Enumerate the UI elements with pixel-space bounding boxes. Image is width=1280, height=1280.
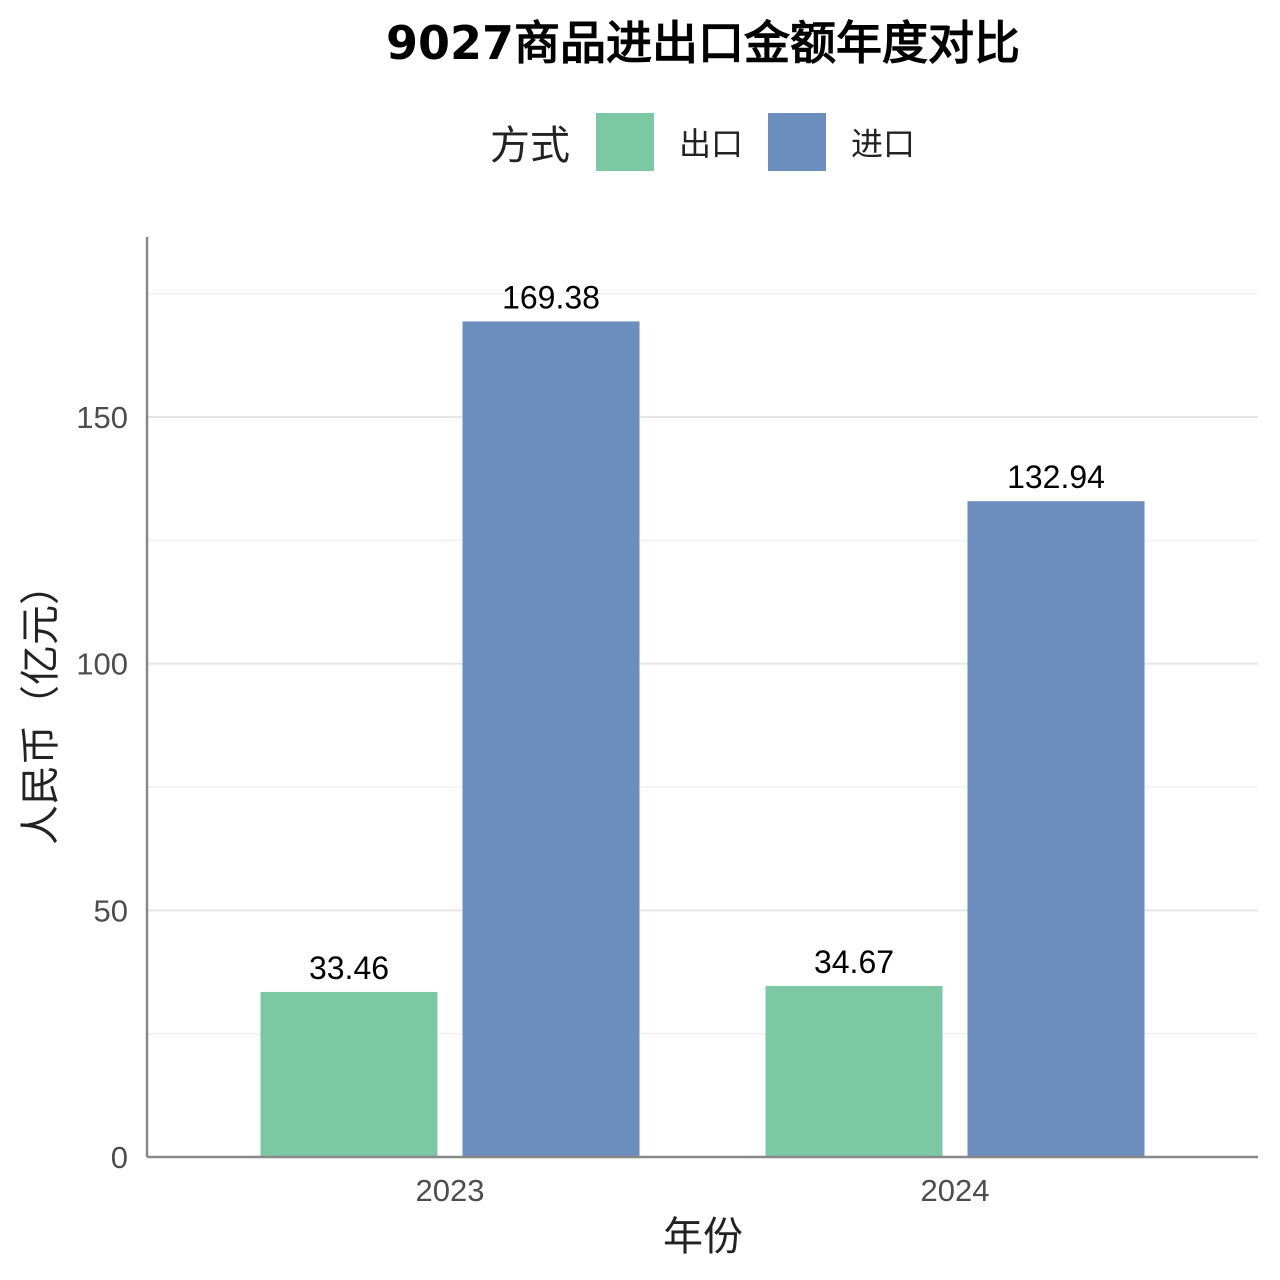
chart-title: 9027商品进出口金额年度对比 bbox=[386, 16, 1020, 70]
x-tick-label: 2023 bbox=[416, 1173, 485, 1208]
bars bbox=[260, 321, 1145, 1158]
legend: 方式 出口 进口 bbox=[490, 113, 915, 171]
x-axis-title: 年份 bbox=[663, 1214, 743, 1260]
data-label: 33.46 bbox=[309, 950, 389, 986]
legend-swatch-export bbox=[596, 113, 654, 171]
data-labels: 33.46 169.38 34.67 132.94 bbox=[309, 279, 1105, 985]
data-label: 169.38 bbox=[502, 279, 600, 315]
x-axis-ticks: 2023 2024 bbox=[416, 1173, 990, 1208]
legend-label-import: 进口 bbox=[851, 125, 915, 163]
x-tick-label: 2024 bbox=[921, 1173, 990, 1208]
y-tick-label: 0 bbox=[111, 1140, 128, 1175]
legend-label-export: 出口 bbox=[679, 125, 743, 163]
legend-swatch-import bbox=[768, 113, 826, 171]
y-tick-label: 50 bbox=[94, 893, 128, 928]
legend-title: 方式 bbox=[490, 123, 570, 169]
y-axis-title: 人民币（亿元） bbox=[18, 565, 64, 845]
data-label: 132.94 bbox=[1007, 459, 1105, 495]
data-label: 34.67 bbox=[814, 944, 894, 980]
bar-出口-2024 bbox=[765, 985, 943, 1157]
y-axis-ticks: 0 50 100 150 bbox=[76, 400, 128, 1175]
bar-进口-2024 bbox=[967, 501, 1145, 1157]
y-tick-label: 150 bbox=[76, 400, 128, 435]
bar-出口-2023 bbox=[260, 991, 438, 1157]
gridlines bbox=[147, 292, 1258, 1035]
bar-进口-2023 bbox=[462, 321, 640, 1158]
y-tick-label: 100 bbox=[76, 647, 128, 682]
